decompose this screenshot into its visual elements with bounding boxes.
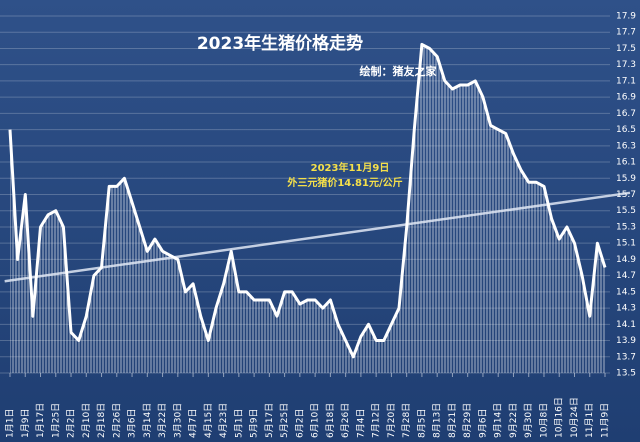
x-tick-label: 8月21日 — [447, 403, 458, 438]
x-tick-label: 3月14日 — [142, 403, 153, 438]
y-tick-label: 14.7 — [616, 271, 636, 281]
x-tick-label: 3月22日 — [157, 403, 168, 438]
x-tick-label: 7月28日 — [401, 403, 412, 438]
trendline — [4, 191, 631, 283]
x-tick-label: 1月9日 — [20, 409, 31, 438]
chart-subtitle: 绘制：猪友之家 — [360, 64, 438, 78]
x-tick-label: 5月25日 — [279, 403, 290, 438]
x-tick-label: 8月13日 — [432, 403, 443, 438]
x-tick-label: 7月4日 — [355, 409, 366, 438]
y-tick-label: 13.5 — [616, 369, 636, 379]
y-tick-label: 14.1 — [616, 320, 636, 330]
y-tick-label: 17.7 — [616, 28, 636, 38]
x-tick-label: 11月1日 — [584, 403, 595, 438]
x-tick-label: 9月30日 — [523, 403, 534, 438]
x-tick-label: 2月26日 — [111, 403, 122, 438]
x-tick-label: 3月30日 — [172, 403, 183, 438]
line — [8, 42, 607, 359]
y-tick-label: 15.3 — [616, 222, 636, 232]
x-tick-label: 6月26日 — [340, 403, 351, 438]
y-tick-label: 16.7 — [616, 109, 636, 119]
y-tick-label: 14.9 — [616, 255, 636, 265]
x-tick-label: 4月23日 — [218, 403, 229, 438]
x-tick-label: 3月6日 — [127, 409, 138, 438]
y-tick-label: 15.1 — [616, 239, 636, 249]
x-tick-label: 6月10日 — [310, 403, 321, 438]
x-tick-label: 8月5日 — [416, 409, 427, 438]
annotation: 外三元猪价14.81元/公斤 — [286, 176, 402, 189]
y-tick-label: 14.5 — [616, 287, 636, 297]
y-tick-label: 15.7 — [616, 190, 636, 200]
x-tick-label: 6月2日 — [294, 409, 305, 438]
x-tick-label: 4月7日 — [188, 409, 199, 438]
x-tick-label: 10月16日 — [554, 397, 565, 438]
x-tick-label: 11月9日 — [600, 403, 611, 438]
y-tick-label: 16.9 — [616, 93, 636, 103]
x-tick-label: 9月22日 — [508, 403, 519, 438]
x-tick-label: 9月6日 — [477, 409, 488, 438]
y-tick-label: 17.5 — [616, 44, 636, 54]
x-tick-label: 6月18日 — [325, 403, 336, 438]
y-tick-label: 15.5 — [616, 206, 636, 216]
x-tick-label: 5月9日 — [249, 409, 260, 438]
x-tick-label: 8月29日 — [462, 403, 473, 438]
x-tick-label: 9月14日 — [493, 403, 504, 438]
y-tick-label: 14.3 — [616, 304, 636, 314]
x-tick-label: 2月2日 — [66, 409, 77, 438]
x-tick-label: 10月24日 — [569, 397, 580, 438]
y-tick-label: 17.9 — [616, 12, 636, 22]
x-tick-label: 7月20日 — [386, 403, 397, 438]
x-tick-label: 2月10日 — [81, 403, 92, 438]
x-tick-label: 5月17日 — [264, 403, 275, 438]
x-tick-label: 1月17日 — [35, 403, 46, 438]
y-tick-label: 16.3 — [616, 141, 636, 151]
y-tick-label: 16.5 — [616, 125, 636, 135]
y-tick-label: 16.1 — [616, 158, 636, 168]
x-tick-label: 5月1日 — [233, 409, 244, 438]
annotation: 2023年11月9日 — [311, 161, 390, 174]
y-tick-label: 17.1 — [616, 76, 636, 86]
y-tick-label: 17.3 — [616, 60, 636, 70]
x-tick-label: 1月1日 — [5, 409, 16, 438]
x-tick-label: 7月12日 — [371, 403, 382, 438]
x-tick-label: 10月8日 — [538, 403, 549, 438]
chart-title: 2023年生猪价格走势 — [197, 33, 363, 54]
x-tick-label: 4月15日 — [203, 403, 214, 438]
y-tick-label: 13.9 — [616, 336, 636, 346]
y-tick-label: 13.7 — [616, 352, 636, 362]
x-tick-label: 2月18日 — [96, 403, 107, 438]
area — [10, 44, 605, 374]
x-tick-label: 1月25日 — [50, 403, 61, 438]
y-tick-label: 15.9 — [616, 174, 636, 184]
